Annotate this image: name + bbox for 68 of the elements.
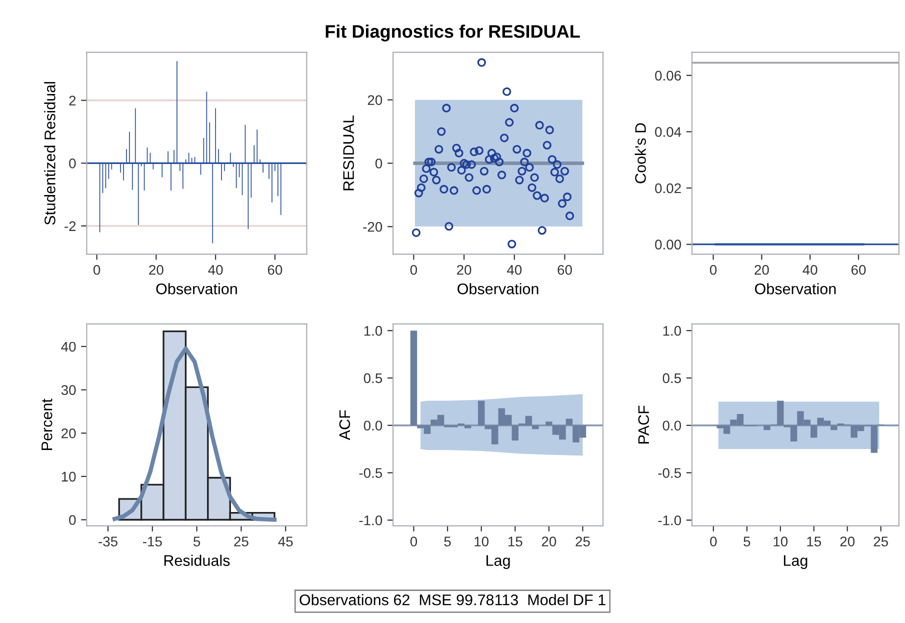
y-tick-label: 0.00: [655, 240, 682, 250]
y-tick-label: 0.5: [364, 373, 382, 384]
x-tick-label: 60: [851, 264, 866, 275]
x-tick-label: 0: [93, 264, 100, 275]
x-tick-label: 20: [149, 264, 164, 275]
x-tick-label: -15: [142, 536, 162, 546]
y-tick-label: 0.02: [655, 183, 681, 194]
x-tick-label: 60: [558, 264, 572, 275]
y-axis-title: Cook's D: [634, 123, 646, 184]
x-tick-label: 5: [194, 536, 200, 546]
x-tick-label: 5: [744, 536, 750, 546]
x-tick-label: 10: [774, 536, 788, 546]
chart-title: Fit Diagnostics for RESIDUAL: [326, 24, 580, 42]
y-tick-label: -1.0: [359, 515, 382, 526]
x-tick-label: 0: [410, 536, 418, 546]
y-axis-title: PACF: [638, 406, 650, 444]
y-tick-label: 0.0: [364, 420, 382, 431]
y-tick-label: 40: [61, 342, 76, 352]
x-tick-label: -35: [98, 536, 118, 546]
x-axis-title: Residuals: [164, 554, 230, 566]
x-tick-label: 20: [754, 264, 769, 275]
x-tick-label: 45: [278, 536, 293, 546]
x-tick-label: 10: [474, 536, 489, 546]
x-tick-label: 20: [542, 536, 556, 546]
y-axis-title: Percent: [42, 398, 52, 450]
y-tick-label: 0.06: [655, 70, 681, 81]
x-tick-label: 5: [444, 536, 451, 546]
x-tick-label: 15: [807, 536, 822, 546]
y-tick-label: 0.0: [662, 420, 682, 431]
y-tick-label: 0.5: [662, 373, 681, 384]
y-tick-label: 30: [61, 385, 76, 395]
text: Observations 62 MSE 99.78113 Model DF 1: [300, 594, 606, 606]
y-tick-label: 1.0: [364, 326, 382, 336]
y-tick-label: -0.5: [359, 468, 382, 478]
y-tick-label: 0: [375, 158, 382, 168]
x-tick-label: 20: [840, 536, 855, 546]
x-tick-label: 25: [576, 536, 590, 546]
x-axis-title: Observation: [458, 283, 538, 294]
x-axis-title: Lag: [486, 555, 510, 569]
y-tick-label: -2: [64, 221, 76, 231]
x-tick-label: 15: [508, 536, 522, 546]
y-tick-label: -0.5: [658, 468, 681, 478]
x-tick-label: 0: [710, 264, 717, 275]
x-tick-label: 60: [268, 264, 282, 275]
y-tick-label: 0.04: [655, 127, 682, 137]
x-axis-title: Lag: [784, 555, 808, 569]
y-tick-label: 20: [368, 95, 382, 106]
y-tick-label: 20: [62, 428, 76, 438]
x-tick-label: 40: [802, 264, 818, 275]
y-tick-label: 10: [62, 472, 76, 482]
y-tick-label: 1.0: [663, 326, 682, 336]
x-tick-label: 0: [710, 536, 717, 546]
y-tick-label: 0: [69, 158, 76, 168]
x-tick-label: 40: [506, 264, 522, 275]
x-tick-label: 25: [234, 536, 248, 546]
x-tick-label: 0: [410, 264, 418, 275]
x-tick-label: 20: [457, 264, 472, 275]
x-tick-label: 25: [874, 536, 888, 546]
y-axis-title: RESIDUAL: [343, 116, 354, 190]
y-tick-label: 0: [69, 515, 76, 525]
y-axis-title: ACF: [339, 410, 350, 440]
y-axis-title: Studentized Residual: [44, 82, 56, 225]
x-axis-title: Observation: [156, 283, 237, 294]
y-tick-label: -1.0: [658, 515, 682, 526]
y-tick-label: 2: [69, 96, 76, 106]
y-tick-label: -20: [363, 222, 382, 232]
x-tick-label: 40: [208, 264, 223, 275]
x-axis-title: Observation: [754, 283, 836, 294]
